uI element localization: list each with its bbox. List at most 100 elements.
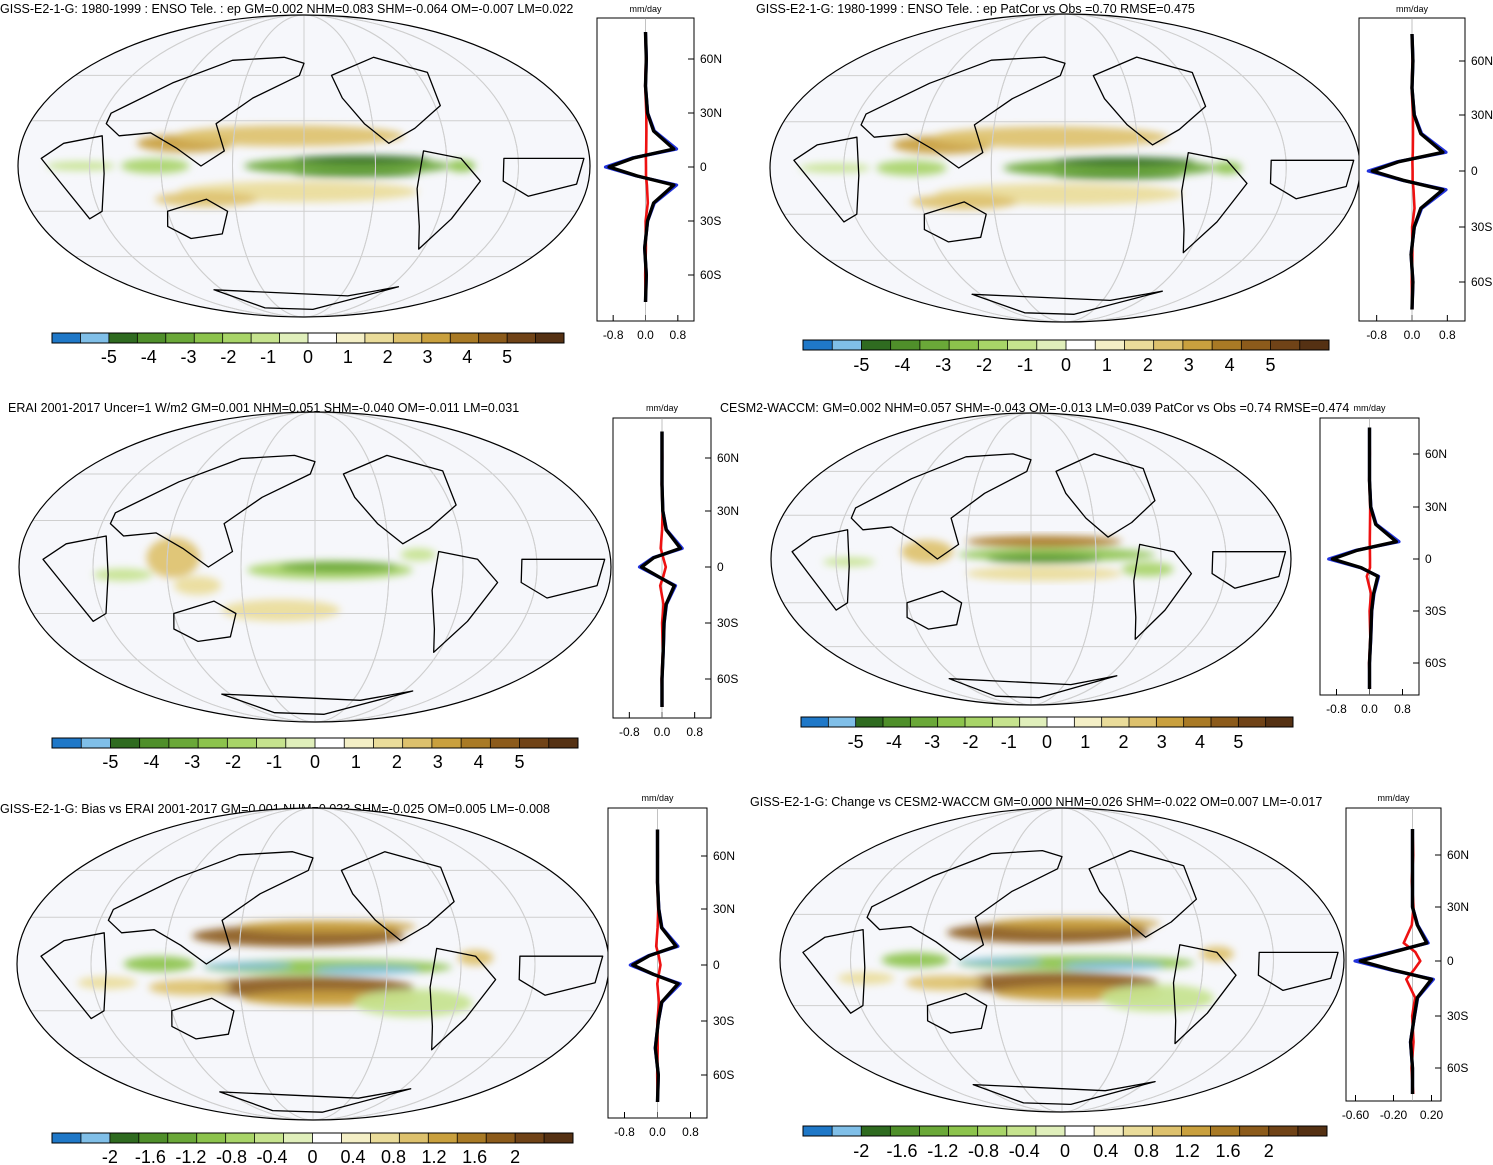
anomaly-blob: [957, 958, 1043, 965]
continent: [330, 56, 441, 144]
colorbar-swatch: [110, 738, 140, 748]
colorbar-label: 4: [1225, 355, 1235, 375]
colorbar-swatch: [222, 333, 252, 343]
anomaly-blob: [881, 952, 950, 968]
colorbar-swatch: [168, 738, 199, 748]
colorbar-swatch: [890, 340, 921, 350]
colorbar-label: 3: [1157, 732, 1167, 752]
anomaly-blob: [123, 956, 195, 972]
colorbar-swatch: [52, 738, 82, 748]
lat-tick-label: 60N: [1447, 848, 1469, 862]
anomaly-blob: [1053, 171, 1183, 180]
continent: [171, 997, 235, 1040]
continent: [429, 947, 497, 1051]
colorbar-swatch: [1265, 717, 1294, 727]
anomaly-blob: [965, 535, 1122, 548]
continent: [520, 558, 606, 599]
lat-tick-label: 30S: [1471, 220, 1492, 234]
lat-tick-label: 60N: [1425, 447, 1447, 461]
colorbar-swatch: [283, 1133, 313, 1143]
colorbar-swatch: [461, 738, 491, 748]
colorbar: -5 -4 -3 -2 -1 0 1 2 3 4 5: [51, 332, 565, 367]
zonal-unit-label: mm/day: [1396, 4, 1429, 14]
continent: [802, 928, 866, 1014]
colorbar-label: 5: [515, 752, 525, 772]
colorbar-swatch: [1210, 1126, 1240, 1136]
map-field: [771, 413, 1291, 705]
colorbar-label: -3: [184, 752, 200, 772]
colorbar-swatch: [225, 1133, 255, 1143]
colorbar-swatch: [486, 1133, 516, 1143]
lat-tick-label: 0: [1471, 164, 1478, 178]
colorbar-label: -1.2: [927, 1141, 958, 1161]
colorbar-swatch: [1152, 1126, 1182, 1136]
anomaly-blob: [46, 161, 116, 171]
continent: [40, 135, 105, 220]
colorbar-label: -4: [894, 355, 910, 375]
colorbar-label: 4: [1195, 732, 1205, 752]
lat-tick-label: 30N: [700, 106, 722, 120]
colorbar-swatch: [1095, 340, 1125, 350]
colorbar-swatch: [1239, 1126, 1270, 1136]
anomaly-blob: [279, 561, 398, 573]
zonal-line-black: [1358, 829, 1434, 1094]
colorbar-label: -0.4: [256, 1147, 287, 1165]
colorbar-swatch: [992, 717, 1020, 727]
anomaly-blob: [932, 126, 1169, 148]
zonal-mean-plot: mm/day 60N 30N 0 30S 60S -0.8 0.0 0.8: [596, 4, 722, 342]
map-border: [770, 412, 1292, 706]
colorbar-swatch: [1241, 340, 1271, 350]
colorbar-swatch: [421, 333, 451, 343]
colorbar-swatch: [1006, 1126, 1037, 1136]
colorbar-swatch: [399, 1133, 429, 1143]
map-field: [18, 15, 590, 317]
zonal-mean-plot: mm/day 60N 30N 0 30S 60S -0.8 0.0 0.8: [1358, 4, 1493, 342]
colorbar: -5 -4 -3 -2 -1 0 1 2 3 4 5: [51, 737, 579, 772]
anomaly-blob: [965, 566, 1122, 581]
colorbar-swatch: [832, 1126, 862, 1136]
colorbar-swatch: [861, 1126, 891, 1136]
continent: [431, 550, 499, 653]
colorbar-swatch: [308, 333, 337, 343]
colorbar-label: 1: [351, 752, 361, 772]
lat-tick-label: 0: [717, 560, 724, 574]
colorbar-swatch: [855, 717, 884, 727]
colorbar-label: -1: [1001, 732, 1017, 752]
colorbar-label: 1.6: [1216, 1141, 1241, 1161]
colorbar-label: 4: [474, 752, 484, 772]
colorbar-swatch: [1124, 340, 1154, 350]
zonal-x-tick-label: -0.8: [614, 1125, 635, 1139]
colorbar-label: 0: [1042, 732, 1052, 752]
colorbar-label: -1: [1017, 355, 1033, 375]
continent: [1133, 543, 1193, 640]
colorbar-swatch: [457, 1133, 487, 1143]
continent: [860, 56, 1066, 169]
colorbar-swatch: [1181, 1126, 1211, 1136]
colorbar-label: 0.4: [341, 1147, 366, 1165]
coastlines: [42, 454, 606, 715]
graticule: [771, 413, 1291, 705]
colorbar-swatch: [373, 738, 403, 748]
anomaly-blob: [148, 979, 232, 996]
colorbar-swatch: [949, 340, 979, 350]
panel-2: GISS-E2-1-G: 1980-1999 : ENSO Tele. : ep…: [756, 2, 1493, 375]
colorbar-label: 2: [383, 347, 393, 367]
colorbar-label: -1: [260, 347, 276, 367]
colorbar-swatch: [965, 717, 993, 727]
lat-tick-label: 60S: [713, 1068, 734, 1082]
colorbar-swatch: [312, 1133, 342, 1143]
colorbar-swatch: [344, 738, 374, 748]
colorbar-swatch: [1299, 340, 1330, 350]
colorbar-swatch: [81, 738, 111, 748]
colorbar-label: 3: [433, 752, 443, 772]
continent: [1211, 551, 1287, 589]
zonal-mean-plot: mm/day 60N 30N 0 30S 60S -0.8 0.0 0.8: [612, 403, 739, 739]
colorbar-swatch: [828, 717, 856, 727]
graticule: [18, 15, 590, 317]
colorbar-swatch: [1156, 717, 1184, 727]
map-field: [780, 808, 1344, 1112]
colorbar-label: -5: [102, 752, 118, 772]
continent: [40, 932, 107, 1020]
anomaly-blob: [986, 554, 1102, 564]
coastlines: [791, 453, 1287, 699]
